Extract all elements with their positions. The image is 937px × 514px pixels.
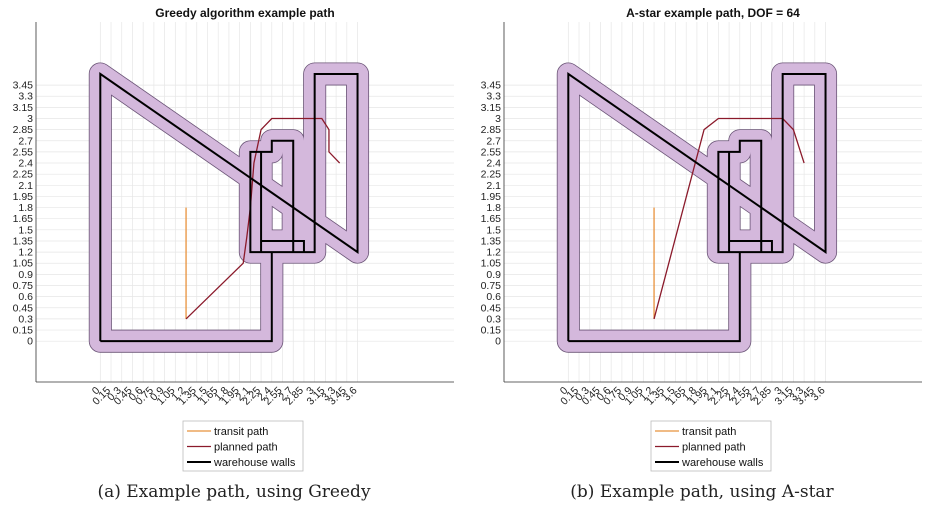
legend-label: warehouse walls [213, 457, 296, 469]
chart-title: Greedy algorithm example path [155, 6, 334, 20]
y-tick-label: 2.1 [18, 180, 33, 192]
y-tick-label: 1.8 [486, 202, 501, 214]
legend: transit path planned path warehouse walls [182, 420, 304, 472]
y-tick-label: 0.3 [486, 313, 501, 325]
y-tick-label: 2.85 [13, 124, 34, 136]
y-tick-label: 0.9 [18, 269, 33, 281]
astar-panel: A-star example path, DOF = 64 0 0.15 0.3 0.4… [468, 0, 936, 514]
y-tick-label: 0.75 [481, 280, 502, 292]
y-tick-label: 1.5 [486, 224, 501, 236]
y-tick-label: 1.65 [481, 213, 502, 225]
legend-label: transit path [214, 426, 268, 438]
y-tick-label: 2.1 [486, 180, 501, 192]
y-tick-label: 1.65 [13, 213, 34, 225]
warehouse-walls-line [99, 72, 359, 343]
legend-label: planned path [682, 442, 746, 454]
y-tick-label: 0 [27, 336, 33, 348]
y-tick-label: 3.15 [13, 102, 34, 114]
y-tick-label: 0.15 [481, 325, 502, 337]
y-tick-label: 2.55 [13, 146, 34, 158]
planned-path-line [653, 117, 805, 320]
astar-path-chart: A-star example path, DOF = 64 00.150.30.4… [481, 6, 922, 472]
y-tick-label: 0.9 [486, 269, 501, 281]
y-tick-label: 3.3 [486, 91, 501, 103]
y-tick-label: 2.7 [18, 135, 33, 147]
y-tick-label: 2.7 [486, 135, 501, 147]
y-tick-label: 1.2 [486, 247, 501, 259]
x-tick-label: 3.6 [809, 385, 828, 404]
y-tick-label: 1.8 [18, 202, 33, 214]
y-tick-label: 0.45 [481, 302, 502, 314]
y-tick-label: 3 [495, 113, 501, 125]
warehouse-walls-line [567, 72, 827, 343]
y-tick-label: 2.55 [481, 146, 502, 158]
y-tick-label: 3.15 [481, 102, 502, 114]
y-tick-label: 1.95 [13, 191, 34, 203]
legend-label: warehouse walls [681, 457, 764, 469]
x-tick-label: 3.6 [341, 385, 360, 404]
y-tick-label: 2.25 [13, 169, 34, 181]
y-tick-label: 0.6 [18, 291, 33, 303]
y-tick-label: 3.45 [481, 80, 502, 92]
y-tick-label: 0.3 [18, 313, 33, 325]
y-tick-label: 1.35 [481, 235, 502, 247]
greedy-path-chart: Greedy algorithm example path 00.150.30.4… [13, 6, 454, 472]
y-tick-label: 2.85 [481, 124, 502, 136]
y-tick-label: 0.45 [13, 302, 34, 314]
y-tick-label: 0.75 [13, 280, 34, 292]
y-tick-label: 2.25 [481, 169, 502, 181]
y-tick-label: 3 [27, 113, 33, 125]
y-tick-label: 1.05 [481, 258, 502, 270]
y-tick-label: 0 [495, 336, 501, 348]
y-tick-label: 3.3 [18, 91, 33, 103]
legend-label: transit path [682, 426, 736, 438]
y-tick-label: 3.45 [13, 80, 34, 92]
y-tick-label: 0.6 [486, 291, 501, 303]
y-tick-label: 1.2 [18, 247, 33, 259]
y-tick-label: 2.4 [18, 158, 33, 170]
chart-title: A-star example path, DOF = 64 [626, 6, 800, 20]
planned-path-line [185, 117, 341, 320]
legend-label: planned path [214, 442, 278, 454]
y-tick-label: 1.5 [18, 224, 33, 236]
greedy-panel: Greedy algorithm example path 0 0.15 0.3 0.4… [0, 0, 468, 514]
y-tick-label: 2.4 [486, 158, 501, 170]
legend: transit path planned path warehouse walls [650, 420, 772, 472]
y-tick-label: 1.95 [481, 191, 502, 203]
y-tick-label: 1.05 [13, 258, 34, 270]
greedy-caption: (a) Example path, using Greedy [97, 482, 371, 502]
y-tick-label: 0.15 [13, 325, 34, 337]
y-tick-label: 1.35 [13, 235, 34, 247]
astar-caption: (b) Example path, using A-star [570, 482, 834, 502]
